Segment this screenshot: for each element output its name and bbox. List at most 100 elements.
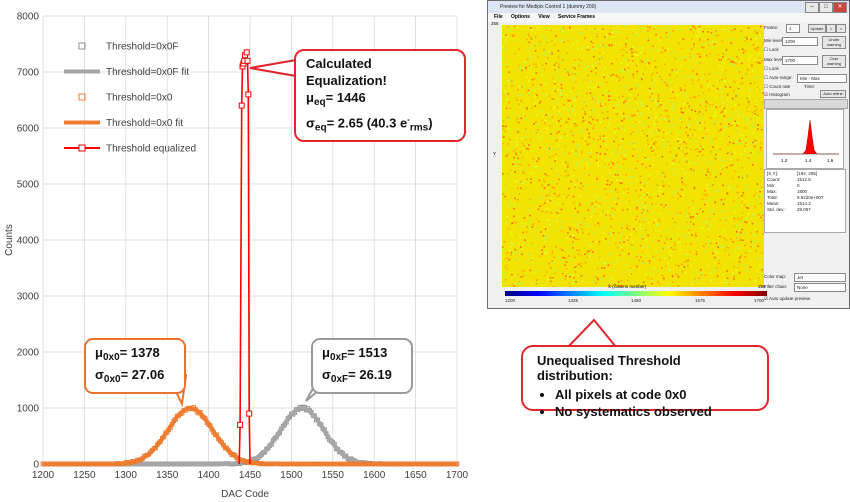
heat-map-pixel — [511, 35, 514, 37]
prev-frame-button[interactable]: < — [826, 24, 836, 33]
lock-checkbox[interactable]: ☐ Lock — [764, 47, 779, 52]
over-warning-button[interactable]: Over warning — [822, 55, 846, 68]
heat-map-pixel — [720, 129, 722, 131]
heat-map-pixel — [627, 67, 630, 69]
heat-map-pixel — [726, 246, 728, 249]
heat-map-pixel — [679, 142, 681, 144]
autorange-select[interactable]: Min - Max — [797, 74, 847, 83]
close-button[interactable]: ✕ — [833, 2, 847, 13]
y-tick-label: 3000 — [17, 292, 40, 303]
menu-options[interactable]: Options — [511, 14, 530, 20]
countrate-checkbox[interactable]: ☐ Count rate — [764, 84, 791, 89]
histogram-checkbox[interactable]: ☑ Histogram — [764, 92, 790, 97]
heat-map-pixel — [569, 27, 571, 30]
heat-map-pixel — [654, 60, 657, 62]
heat-map-pixel — [513, 285, 516, 287]
heat-map-pixel — [529, 217, 531, 219]
heat-map-pixel — [707, 38, 709, 41]
heat-map-pixel — [550, 211, 553, 214]
heat-map-pixel — [592, 97, 594, 100]
heat-map-pixel — [548, 51, 551, 54]
heat-map-pixel — [694, 46, 696, 49]
heat-map-pixel — [668, 269, 671, 271]
heat-map-pixel — [697, 156, 699, 159]
heat-map-pixel — [640, 59, 642, 61]
heat-map-pixel — [544, 50, 547, 53]
heat-map-pixel — [726, 277, 729, 279]
heat-map-pixel — [541, 249, 543, 252]
heat-map-pixel — [750, 215, 753, 218]
heat-map-pixel — [730, 98, 733, 100]
heat-map-pixel — [672, 160, 674, 162]
heat-map-pixel — [737, 266, 739, 269]
heat-map-pixel — [506, 252, 509, 254]
filter-select[interactable]: None — [794, 283, 846, 292]
heat-map-pixel — [503, 241, 506, 243]
heat-map-pixel — [600, 82, 602, 85]
y-tick-label: 4000 — [17, 236, 40, 247]
heat-map-pixel — [756, 183, 759, 185]
heat-map-pixel — [525, 181, 528, 183]
heat-map-pixel — [642, 209, 645, 211]
heat-map-pixel — [690, 243, 693, 245]
heat-map-pixel — [545, 195, 548, 197]
min-level-input[interactable]: 1200 — [782, 37, 818, 46]
heat-map-pixel — [568, 282, 571, 285]
minimize-button[interactable]: – — [805, 2, 819, 13]
menu-service-frames[interactable]: Service Frames — [558, 14, 595, 20]
frame-input[interactable]: 1 — [786, 24, 800, 33]
heat-map-pixel — [611, 181, 613, 184]
update-button[interactable]: Update — [808, 24, 826, 33]
heat-map-pixel — [580, 182, 582, 185]
heat-map-pixel — [749, 82, 752, 85]
autoupdate-checkbox[interactable]: ☑ Auto update preview — [764, 296, 811, 301]
heat-map-pixel — [582, 79, 585, 81]
heat-map-pixel — [721, 133, 724, 136]
heat-map-pixel — [700, 150, 702, 152]
heat-map-pixel — [653, 146, 656, 149]
heat-map-pixel — [571, 280, 574, 282]
heat-map-pixel — [750, 203, 752, 206]
heat-map-pixel — [660, 51, 662, 54]
next-frame-button[interactable]: > — [836, 24, 846, 33]
heat-map-pixel — [591, 107, 594, 110]
maximize-button[interactable]: □ — [819, 2, 833, 13]
heat-map-pixel — [670, 206, 672, 208]
heat-map-pixel — [527, 164, 530, 166]
lock-checkbox-2[interactable]: ☐ Lock — [764, 66, 779, 71]
heat-map-pixel — [693, 169, 695, 172]
heat-map-pixel — [657, 281, 659, 284]
heat-map-pixel — [586, 143, 589, 146]
heat-map-pixel — [733, 225, 736, 228]
menu-file[interactable]: File — [494, 14, 503, 20]
autorefine-button[interactable]: Auto-refine — [820, 90, 846, 98]
heat-map-pixel — [740, 195, 743, 197]
heat-map-pixel — [631, 55, 633, 57]
heat-map-pixel — [732, 216, 735, 218]
heat-map-pixel — [725, 109, 727, 112]
heat-map-pixel — [665, 118, 667, 120]
heat-map-pixel — [751, 240, 754, 242]
autorange-checkbox[interactable]: ☐ Auto-range: — [764, 75, 793, 80]
under-warning-button[interactable]: Under warning — [822, 36, 846, 49]
heat-map-pixel — [543, 181, 546, 183]
menu-view[interactable]: View — [538, 14, 550, 20]
legend-label-1: Threshold=0x0F fit — [106, 67, 189, 78]
heat-map-pixel — [691, 284, 694, 286]
pixel-threshold-map[interactable] — [502, 25, 764, 287]
heat-map-pixel — [732, 89, 735, 92]
heat-map-pixel — [682, 38, 685, 40]
heat-map-pixel — [556, 69, 559, 71]
max-level-input[interactable]: 1700 — [782, 56, 818, 65]
heat-map-pixel — [632, 106, 634, 108]
heat-map-pixel — [628, 270, 631, 272]
heat-map-pixel — [693, 43, 695, 46]
heat-map-pixel — [512, 204, 514, 207]
heat-map-pixel — [631, 51, 633, 54]
colormap-select[interactable]: Jet — [794, 273, 846, 282]
heat-map-pixel — [629, 83, 632, 86]
heat-map-pixel — [658, 259, 661, 262]
heat-map-pixel — [504, 130, 507, 133]
heat-map-pixel — [556, 121, 558, 124]
heat-map-pixel — [558, 194, 560, 197]
